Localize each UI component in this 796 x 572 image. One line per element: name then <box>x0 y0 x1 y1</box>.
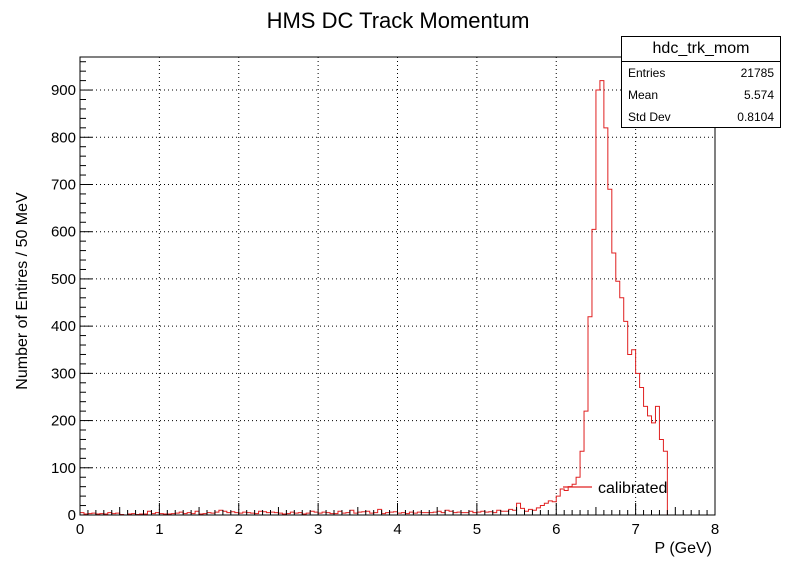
x-axis-label: P (GeV) <box>655 540 713 557</box>
chart-title: HMS DC Track Momentum <box>267 8 530 33</box>
stats-box: hdc_trk_mom Entries 21785 Mean 5.574 Std… <box>621 36 781 128</box>
x-tick-label: 3 <box>314 521 322 538</box>
stats-label: Std Dev <box>628 110 671 124</box>
x-tick-label: 1 <box>155 521 163 538</box>
x-tick-label: 7 <box>631 521 639 538</box>
stats-value: 5.574 <box>743 88 774 102</box>
x-tick-label: 5 <box>473 521 481 538</box>
y-tick-label: 400 <box>51 318 76 335</box>
y-tick-label: 0 <box>68 507 76 524</box>
x-tick-label: 2 <box>235 521 243 538</box>
y-tick-label: 200 <box>51 413 76 430</box>
y-tick-label: 600 <box>51 224 76 241</box>
histogram-layer <box>79 80 668 516</box>
stats-row-entries: Entries 21785 <box>622 62 780 84</box>
axes: 0 1 2 3 4 5 6 7 8 0 100 200 300 400 500 600 700 800 900 <box>51 61 719 538</box>
y-tick-label: 900 <box>51 82 76 99</box>
y-tick-label: 800 <box>51 129 76 146</box>
y-tick-label: 100 <box>51 460 76 477</box>
y-tick-label: 500 <box>51 271 76 288</box>
legend: calibrated <box>563 480 667 497</box>
histogram-series-calibrated <box>79 80 668 516</box>
stats-value: 21785 <box>740 66 774 80</box>
stats-title: hdc_trk_mom <box>622 37 780 62</box>
stats-value: 0.8104 <box>737 110 774 124</box>
x-tick-label: 4 <box>393 521 401 538</box>
stats-row-stddev: Std Dev 0.8104 <box>622 106 780 128</box>
x-tick-label: 0 <box>76 521 84 538</box>
stats-label: Entries <box>628 66 666 80</box>
y-tick-label: 300 <box>51 365 76 382</box>
grid <box>80 57 715 515</box>
x-tick-label: 8 <box>711 521 719 538</box>
x-tick-label: 6 <box>552 521 560 538</box>
legend-label-calibrated: calibrated <box>598 480 667 497</box>
stats-row-mean: Mean 5.574 <box>622 84 780 106</box>
stats-label: Mean <box>628 88 659 102</box>
y-axis-label: Number of Entires / 50 MeV <box>14 192 31 390</box>
y-tick-label: 700 <box>51 176 76 193</box>
